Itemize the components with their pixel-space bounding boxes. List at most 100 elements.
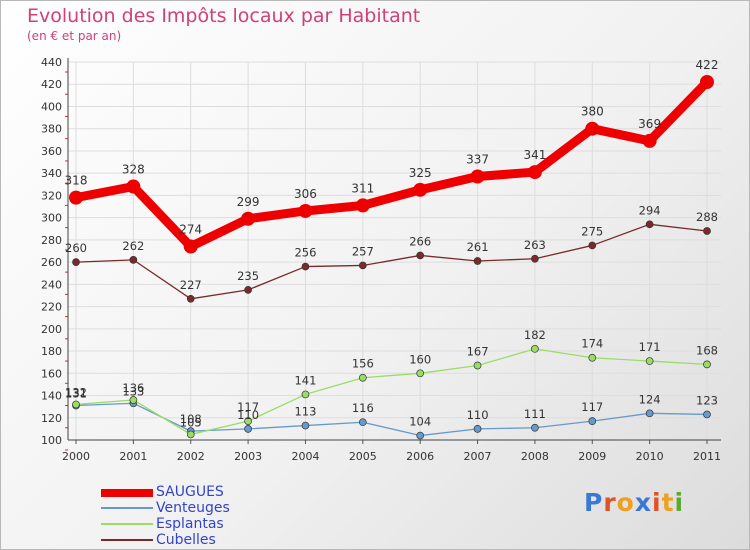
data-label-cubelles-2000: 260 bbox=[65, 241, 87, 255]
y-tick-label-260: 260 bbox=[41, 256, 62, 269]
data-label-saugues-2008: 341 bbox=[523, 148, 546, 162]
data-label-cubelles-2010: 294 bbox=[639, 203, 661, 217]
data-point-esplantas-2005 bbox=[358, 373, 367, 382]
data-label-venteuges-2010: 124 bbox=[639, 392, 661, 406]
y-tick-label-420: 420 bbox=[41, 78, 62, 91]
y-tick-label-300: 300 bbox=[41, 212, 62, 225]
data-point-esplantas-2007 bbox=[473, 361, 482, 370]
data-label-venteuges-2002: 108 bbox=[180, 412, 202, 426]
data-point-venteuges-2007 bbox=[473, 425, 482, 433]
data-point-esplantas-2010 bbox=[645, 357, 654, 365]
y-tick-label-120: 120 bbox=[41, 412, 62, 425]
data-point-esplantas-2011 bbox=[703, 360, 711, 369]
data-label-cubelles-2009: 275 bbox=[581, 224, 603, 238]
y-tick-label-400: 400 bbox=[41, 100, 62, 113]
logo-letter: r bbox=[603, 488, 617, 517]
chart-title: Evolution des Impôts locaux par Habitant bbox=[27, 5, 421, 27]
series-line-esplantas bbox=[75, 348, 708, 436]
data-point-cubelles-2002 bbox=[186, 294, 195, 303]
data-point-saugues-2000 bbox=[69, 190, 83, 205]
data-point-venteuges-2005 bbox=[358, 418, 367, 427]
data-point-venteuges-2010 bbox=[645, 409, 654, 418]
y-tick-label-240: 240 bbox=[41, 278, 62, 291]
data-point-venteuges-2011 bbox=[703, 410, 711, 419]
y-tick-label-140: 140 bbox=[41, 390, 62, 403]
x-tick-label-2002: 2002 bbox=[177, 450, 205, 463]
data-point-saugues-2009 bbox=[585, 121, 600, 136]
y-tick-label-360: 360 bbox=[41, 145, 62, 158]
x-tick-label-2010: 2010 bbox=[636, 450, 664, 463]
data-label-venteuges-2001: 133 bbox=[122, 384, 144, 398]
data-label-cubelles-2008: 263 bbox=[524, 238, 546, 252]
data-point-cubelles-2010 bbox=[645, 220, 654, 229]
data-label-cubelles-2006: 266 bbox=[409, 234, 431, 248]
data-point-cubelles-2007 bbox=[473, 257, 482, 265]
y-tick-label-180: 180 bbox=[41, 345, 62, 358]
logo-letter: i bbox=[674, 488, 685, 517]
legend: SAUGUES Venteuges Esplantas Cubelles bbox=[101, 484, 341, 548]
data-label-saugues-2000: 318 bbox=[65, 174, 88, 188]
x-tick-label-2005: 2005 bbox=[349, 450, 377, 463]
data-label-saugues-2007: 337 bbox=[466, 153, 489, 167]
x-tick-label-2009: 2009 bbox=[578, 450, 606, 463]
chart-subtitle: (en € et par an) bbox=[27, 29, 122, 43]
data-label-venteuges-2005: 116 bbox=[352, 401, 374, 415]
y-tick-label-440: 440 bbox=[41, 56, 62, 69]
data-label-venteuges-2011: 123 bbox=[696, 393, 718, 407]
data-point-venteuges-2006 bbox=[416, 431, 425, 440]
data-point-venteuges-2004 bbox=[301, 421, 310, 430]
logo-letter: i bbox=[652, 488, 662, 517]
data-label-saugues-2005: 311 bbox=[351, 181, 374, 195]
label-layer: 318 328 274 299 306 311 325 337 341 380 369 422 260 2… bbox=[65, 58, 719, 429]
data-point-cubelles-2006 bbox=[416, 251, 425, 260]
data-point-esplantas-2000 bbox=[72, 400, 80, 409]
y-tick-label-160: 160 bbox=[41, 367, 62, 380]
axis-layer: 1001201401601802002202402602803003203403… bbox=[41, 56, 721, 463]
data-point-saugues-2003 bbox=[241, 211, 256, 226]
legend-swatch-esplantas bbox=[101, 523, 153, 525]
data-point-saugues-2002 bbox=[183, 239, 198, 254]
legend-label-saugues: SAUGUES bbox=[156, 484, 224, 500]
data-label-saugues-2002: 274 bbox=[179, 223, 202, 237]
legend-item-cubelles: Cubelles bbox=[101, 532, 341, 548]
data-point-cubelles-2011 bbox=[703, 227, 711, 235]
data-point-saugues-2011 bbox=[700, 75, 714, 90]
x-tick-label-2007: 2007 bbox=[464, 450, 492, 463]
data-point-esplantas-2003 bbox=[244, 417, 252, 425]
data-point-saugues-2001 bbox=[126, 179, 141, 194]
x-tick-label-2006: 2006 bbox=[406, 450, 434, 463]
data-label-saugues-2011: 422 bbox=[696, 58, 719, 72]
data-label-esplantas-2004: 141 bbox=[294, 373, 316, 387]
y-tick-label-200: 200 bbox=[41, 323, 62, 336]
data-label-cubelles-2005: 257 bbox=[352, 244, 374, 258]
data-point-esplantas-2004 bbox=[301, 390, 310, 399]
legend-label-cubelles: Cubelles bbox=[156, 532, 216, 548]
y-tick-label-380: 380 bbox=[41, 123, 62, 136]
y-tick-label-280: 280 bbox=[41, 234, 62, 247]
data-label-venteuges-2004: 113 bbox=[294, 405, 316, 419]
x-tick-label-2001: 2001 bbox=[119, 450, 147, 463]
legend-swatch-venteuges bbox=[101, 507, 153, 509]
data-label-venteuges-2009: 117 bbox=[581, 400, 603, 414]
data-label-cubelles-2011: 288 bbox=[696, 210, 718, 224]
data-label-cubelles-2001: 262 bbox=[122, 239, 144, 253]
data-point-cubelles-2005 bbox=[358, 261, 367, 270]
proxiti-logo: Proxiti bbox=[584, 488, 684, 517]
series-line-saugues bbox=[71, 77, 712, 252]
data-label-cubelles-2004: 256 bbox=[294, 246, 316, 260]
data-label-esplantas-2002: 105 bbox=[180, 415, 202, 429]
data-point-esplantas-2008 bbox=[531, 344, 539, 353]
data-point-saugues-2005 bbox=[355, 198, 370, 213]
data-label-esplantas-2008: 182 bbox=[524, 328, 546, 342]
logo-letter: x bbox=[634, 488, 652, 517]
data-label-cubelles-2003: 235 bbox=[237, 269, 259, 283]
grid-layer bbox=[68, 61, 721, 441]
legend-swatch-cubelles bbox=[101, 539, 153, 541]
legend-item-saugues: SAUGUES bbox=[101, 484, 341, 500]
data-label-esplantas-2009: 174 bbox=[581, 337, 603, 351]
logo-letter: o bbox=[616, 488, 635, 517]
legend-item-venteuges: Venteuges bbox=[101, 500, 341, 516]
data-label-esplantas-2003: 117 bbox=[237, 400, 259, 414]
y-tick-label-320: 320 bbox=[41, 189, 62, 202]
data-label-esplantas-2001: 136 bbox=[122, 381, 144, 395]
